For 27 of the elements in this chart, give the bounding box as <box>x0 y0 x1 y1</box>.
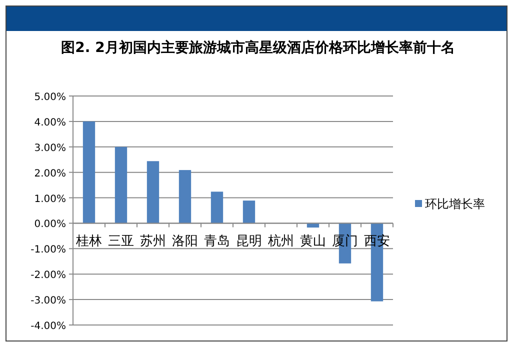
bar <box>82 121 96 224</box>
bar <box>306 223 320 228</box>
y-tick-label: 0.00% <box>34 219 66 230</box>
legend-label: 环比增长率 <box>425 197 485 211</box>
y-tick-label: -4.00% <box>30 321 66 332</box>
y-tick-label: 4.00% <box>34 117 66 128</box>
x-tick-label: 桂林 <box>75 234 102 250</box>
x-tick-label: 青岛 <box>204 234 230 250</box>
bar <box>114 146 128 224</box>
y-tick-label: 1.00% <box>34 194 66 205</box>
y-tick-label: -3.00% <box>30 296 66 307</box>
x-tick-label: 洛阳 <box>172 234 198 250</box>
x-tick-label: 黄山 <box>300 234 326 250</box>
x-tick-label: 三亚 <box>108 234 134 250</box>
chart-title: 图2. 2月初国内主要旅游城市高星级酒店价格环比增长率前十名 <box>61 39 455 56</box>
x-tick-label: 昆明 <box>236 234 262 250</box>
y-tick-label: 2.00% <box>34 168 66 180</box>
x-tick-label: 苏州 <box>140 234 166 250</box>
y-tick-label: -2.00% <box>30 270 66 282</box>
bar <box>210 192 224 224</box>
bar <box>178 170 192 224</box>
y-tick-label: -1.00% <box>30 244 66 256</box>
bar <box>242 200 256 224</box>
y-tick-label: 5.00% <box>34 92 66 103</box>
y-tick-label: 3.00% <box>34 142 66 154</box>
x-tick-label: 杭州 <box>267 234 294 250</box>
bar <box>146 161 160 224</box>
